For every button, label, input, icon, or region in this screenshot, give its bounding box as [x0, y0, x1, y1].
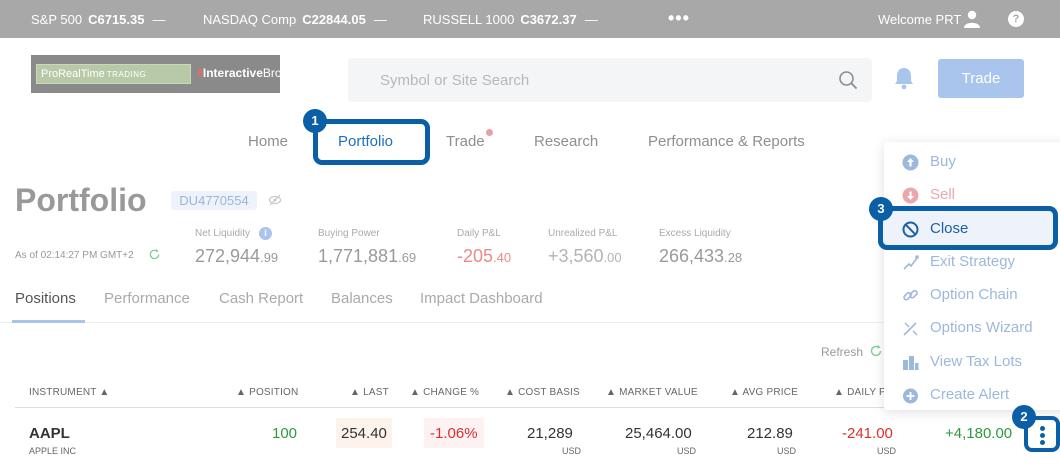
metric-value-net-liquidity: 272,944.99: [195, 246, 279, 266]
chain-link-icon: [903, 289, 918, 301]
cell-currency: USD: [877, 446, 897, 456]
cell-change: -1.06%: [430, 425, 478, 442]
highlight-portfolio: [313, 119, 430, 165]
tab-cash-report[interactable]: Cash Report: [219, 290, 304, 307]
change-highlight: [424, 418, 484, 448]
close-position-icon: [902, 221, 919, 238]
kebab-dot: [1040, 440, 1045, 445]
nav-trade[interactable]: Trade: [446, 133, 485, 150]
search-icon[interactable]: [838, 70, 858, 90]
tab-positions[interactable]: Positions: [15, 290, 76, 307]
refresh-button[interactable]: Refresh: [821, 345, 864, 359]
column-header-last[interactable]: ▲ LAST: [350, 387, 389, 398]
cell-currency: USD: [777, 446, 797, 456]
search-input[interactable]: Symbol or Site Search: [380, 72, 530, 89]
cell-last: 254.40: [341, 425, 387, 442]
user-icon[interactable]: [962, 10, 982, 28]
cell-market-value: 25,464.00: [625, 425, 692, 442]
cell-symbol[interactable]: AAPL: [29, 425, 70, 442]
sell-arrow-down-icon: [902, 187, 919, 204]
nav-portfolio[interactable]: Portfolio: [338, 133, 394, 150]
eye-off-icon[interactable]: [268, 193, 282, 207]
ticker-nasdaq[interactable]: NASDAQ Comp C22844.05 —: [203, 12, 387, 27]
ticker-name: S&P 500: [31, 12, 83, 27]
ticker-sp500[interactable]: S&P 500 C6715.35 —: [31, 12, 165, 27]
as-of-timestamp: As of 02:14:27 PM GMT+2: [15, 250, 134, 261]
ticker-change: —: [584, 12, 598, 27]
prorealtime-logo: ProRealTime TRADING: [36, 64, 191, 84]
ticker-value: C6715.35: [88, 12, 145, 27]
tax-lots-icon: [903, 356, 919, 370]
ticker-value: C3672.37: [520, 12, 577, 27]
refresh-icon[interactable]: [869, 344, 883, 358]
column-header-daily-pl[interactable]: ▲ DAILY P: [834, 387, 886, 398]
column-header-market-value[interactable]: ▲ MARKET VALUE: [606, 387, 698, 398]
metric-label-excess-liquidity: Excess Liquidity: [659, 228, 731, 239]
ticker-russell[interactable]: RUSSELL 1000 C3672.37 —: [423, 12, 598, 27]
column-header-instrument[interactable]: INSTRUMENT ▲: [29, 387, 110, 398]
metric-value-daily-pl: -205.40: [457, 246, 512, 266]
tab-balances[interactable]: Balances: [331, 290, 393, 307]
metric-label-buying-power: Buying Power: [318, 228, 380, 239]
cell-unrealized-pl: +4,180.00: [945, 425, 1013, 442]
ticker-value: C22844.05: [302, 12, 366, 27]
ticker-change: —: [152, 12, 166, 27]
column-header-change[interactable]: ▲ CHANGE %: [410, 387, 480, 398]
step-badge-3: 3: [869, 197, 893, 221]
column-header-cost-basis[interactable]: ▲ COST BASIS: [505, 387, 580, 398]
nav-performance-reports[interactable]: Performance & Reports: [648, 133, 805, 150]
search-box[interactable]: Symbol or Site Search: [348, 58, 872, 102]
cell-currency: USD: [562, 446, 582, 456]
cell-company: APPLE INC: [29, 446, 77, 456]
cell-position: 100: [272, 425, 298, 442]
wizard-wand-icon: [903, 322, 918, 336]
kebab-dot: [1040, 426, 1045, 431]
step-badge-1: 1: [303, 109, 327, 133]
ticker-change: —: [373, 12, 387, 27]
account-id-chip[interactable]: DU4770554: [171, 191, 257, 210]
metric-value-excess-liquidity: 266,433.28: [659, 246, 743, 266]
last-price-highlight: [336, 418, 392, 448]
notification-bell-icon[interactable]: [893, 66, 915, 90]
ticker-bar: S&P 500 C6715.35 — NASDAQ Comp C22844.05 — R…: [0, 0, 1060, 38]
buy-arrow-up-icon: [902, 154, 919, 171]
trade-button[interactable]: Trade: [938, 59, 1024, 98]
tabs-divider: [0, 322, 1060, 323]
welcome-text: Welcome PRT: [878, 12, 962, 27]
page-title: Portfolio: [15, 182, 147, 218]
tab-performance[interactable]: Performance: [104, 290, 190, 307]
column-header-avg-price[interactable]: ▲ AVG PRICE: [730, 387, 799, 398]
metric-label-daily-pl: Daily P&L: [457, 228, 501, 239]
nav-home[interactable]: Home: [248, 133, 289, 150]
nav-research[interactable]: Research: [534, 133, 599, 150]
exit-strategy-icon: [903, 255, 919, 270]
metric-value-buying-power: 1,771,881.69: [318, 246, 417, 266]
refresh-icon[interactable]: [148, 248, 161, 261]
active-tab-indicator: [12, 320, 85, 323]
interactive-brokers-logo: ℓInteractiveBrokers: [197, 66, 305, 80]
metric-value-unrealized-pl: +3,560.00: [548, 246, 622, 266]
more-tickers-button[interactable]: •••: [668, 8, 690, 28]
metric-label-net-liquidity: Net Liquidity: [195, 228, 251, 239]
ticker-name: NASDAQ Comp: [203, 12, 297, 27]
broker-logo[interactable]: ProRealTime TRADING ℓInteractiveBrokers: [31, 55, 304, 93]
alert-plus-icon: [903, 388, 918, 404]
metric-label-unrealized-pl: Unrealized P&L: [548, 228, 618, 239]
tab-impact-dashboard[interactable]: Impact Dashboard: [420, 290, 543, 307]
cell-currency: USD: [677, 446, 697, 456]
cell-avg-price: 212.89: [747, 425, 793, 442]
column-header-position[interactable]: ▲ POSITION: [236, 387, 299, 398]
ticker-name: RUSSELL 1000: [423, 12, 515, 27]
step-badge-2: 2: [1012, 405, 1036, 429]
help-icon[interactable]: ?: [1008, 11, 1024, 27]
kebab-dot: [1040, 433, 1045, 438]
cell-cost-basis: 21,289: [527, 425, 573, 442]
table-header-divider: [15, 407, 1060, 408]
trade-notification-dot: [486, 129, 493, 136]
info-icon[interactable]: i: [259, 227, 272, 240]
cell-daily-pl: -241.00: [842, 425, 893, 442]
